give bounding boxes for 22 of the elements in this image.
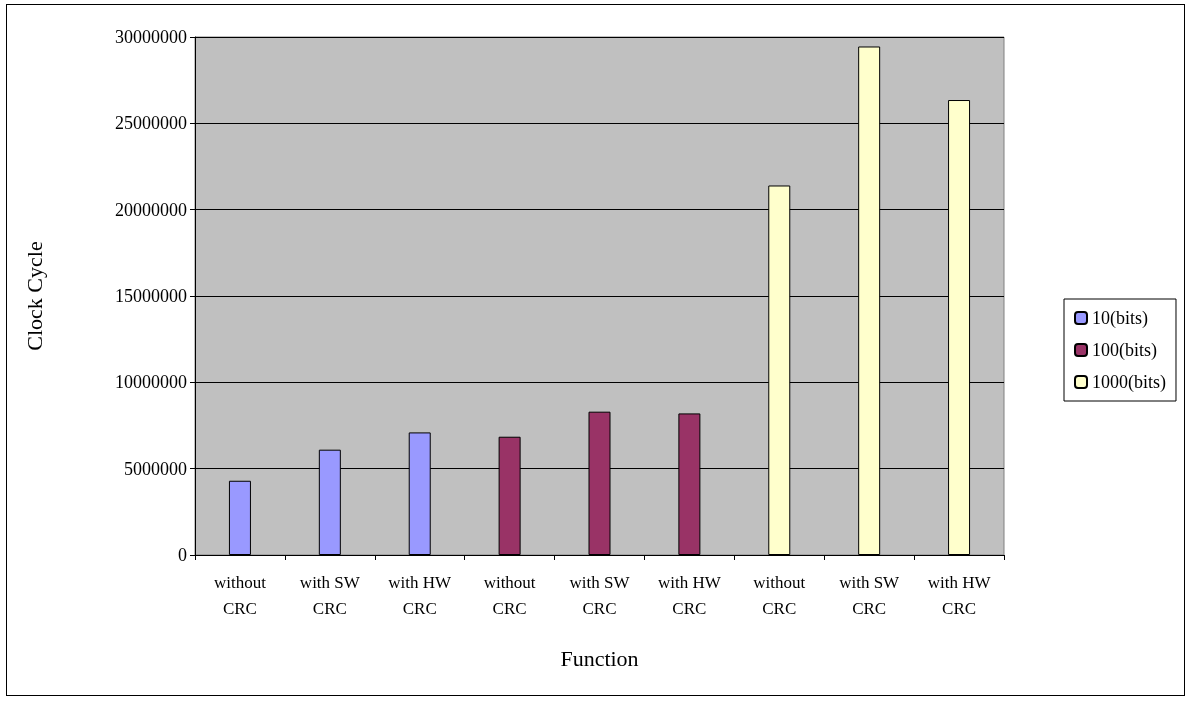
legend-label: 1000(bits): [1092, 372, 1167, 393]
y-tick-label: 5000000: [124, 458, 187, 479]
legend-label: 100(bits): [1092, 340, 1158, 361]
x-tick-label: without CRC: [213, 572, 267, 618]
legend-label: 10(bits): [1092, 308, 1149, 329]
x-tick-label: with HW CRC: [388, 572, 453, 618]
x-tick-label: without CRC: [483, 572, 536, 618]
y-tick-label: 25000000: [115, 113, 187, 134]
x-tick-label: with HW CRC: [927, 572, 992, 618]
x-axis-title: Function: [560, 645, 639, 671]
y-tick-label: 0: [178, 545, 187, 565]
bar: [228, 480, 251, 555]
y-tick-label: 20000000: [115, 199, 187, 220]
x-tick-label: with SW CRC: [569, 572, 631, 618]
y-tick-label: 10000000: [115, 372, 187, 393]
x-tick-label: with SW CRC: [839, 572, 901, 618]
y-tick-label: 30000000: [115, 27, 187, 47]
x-tick-label: without CRC: [753, 572, 806, 618]
x-tick-label: with SW CRC: [299, 572, 361, 618]
x-tick-label: with HW CRC: [657, 572, 722, 618]
y-tick-label: 15000000: [115, 286, 187, 306]
y-axis-title: Clock Cycle: [21, 241, 47, 351]
